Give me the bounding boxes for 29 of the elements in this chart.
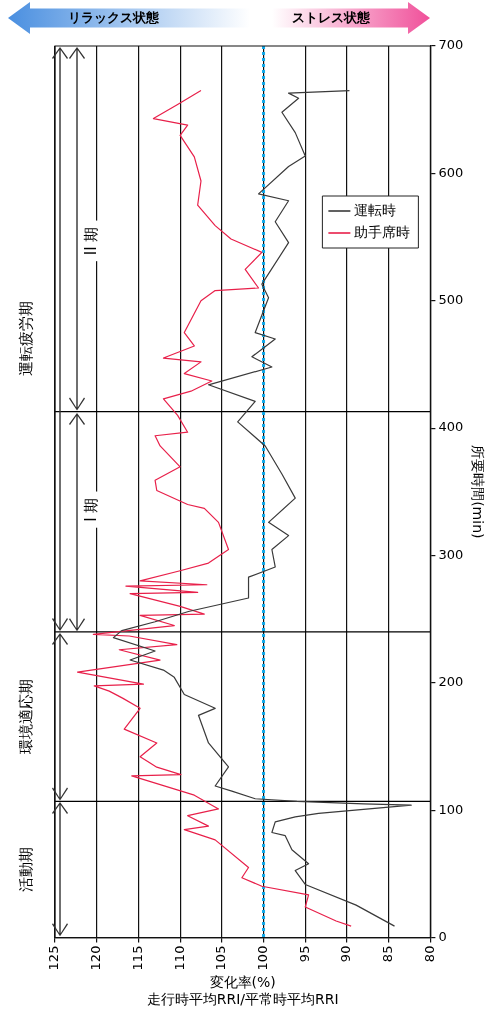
y-axis-title: 所要時間(min): [469, 445, 486, 539]
annotation: II 期: [81, 226, 100, 256]
y-tick-label: 600: [438, 164, 464, 180]
legend-label: 運転時: [354, 201, 397, 218]
x-tick-label: 90: [338, 945, 354, 963]
legend-label: 助手席時: [354, 223, 411, 240]
x-tick-label: 120: [88, 945, 104, 971]
text: リラックス状態: [68, 9, 159, 27]
x-tick-label: 115: [129, 945, 145, 971]
text: 環境適応期: [16, 679, 35, 755]
y-tick-label: 400: [438, 419, 464, 435]
x-tick-label: 95: [296, 945, 312, 963]
x-tick-label: 100: [254, 945, 270, 971]
text: 運転疲労期: [16, 301, 35, 377]
y-tick-label: 700: [438, 37, 464, 53]
y-tick-label: 100: [438, 801, 464, 817]
annotation: I 期: [81, 497, 100, 522]
y-tick-label: 0: [438, 928, 447, 944]
x-tick-label: 85: [380, 945, 396, 963]
y-tick-label: 300: [438, 546, 464, 562]
text: 活動期: [16, 846, 35, 892]
x-tick-label: 80: [421, 945, 437, 963]
x-tick-label: 105: [213, 945, 229, 971]
text: ストレス状態: [292, 9, 370, 27]
x-tick-label: 110: [171, 945, 187, 971]
x-tick-label: 125: [46, 945, 62, 971]
y-tick-label: 500: [438, 292, 464, 308]
y-tick-label: 200: [438, 674, 464, 690]
x-axis-title: 変化率(%) 走行時平均RRI/平常時平均RRI: [146, 974, 339, 1008]
